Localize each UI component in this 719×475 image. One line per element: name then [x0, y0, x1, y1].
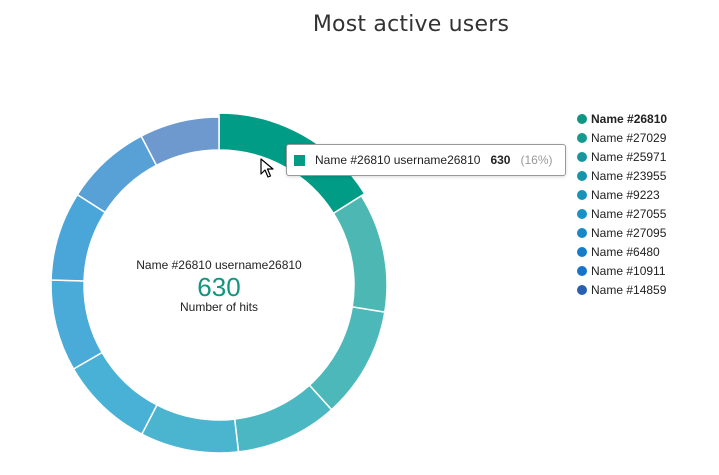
donut-slice-10[interactable] [140, 116, 220, 167]
legend-label: Name #14859 [591, 282, 667, 297]
legend-dot-icon [577, 265, 587, 276]
legend-dot-icon [577, 132, 587, 143]
legend-label: Name #26810 [591, 111, 668, 126]
legend-item[interactable]: Name #25971 [577, 147, 667, 166]
mouse-cursor-icon [260, 158, 274, 178]
center-value: 630 [197, 272, 241, 302]
legend-label: Name #10911 [591, 263, 666, 278]
legend-item[interactable]: Name #6480 [577, 242, 667, 261]
legend-item[interactable]: Name #27055 [577, 204, 667, 223]
legend-dot-icon [577, 151, 587, 162]
legend-dot-icon [577, 170, 587, 181]
legend-dot-icon [577, 284, 587, 295]
legend-dot-icon [577, 113, 587, 124]
legend-label: Name #23955 [591, 168, 667, 183]
legend-dot-icon [577, 246, 587, 257]
tooltip-name: Name #26810 username26810 [315, 153, 481, 167]
legend-label: Name #27055 [591, 206, 667, 221]
tooltip-percent: (16%) [520, 153, 553, 167]
chart-legend: Name #26810 Name #27029 Name #25971 Name #2… [577, 109, 667, 299]
legend-dot-icon [577, 227, 587, 238]
legend-label: Name #9223 [591, 187, 660, 202]
donut-slice-5[interactable] [140, 403, 240, 454]
tooltip-swatch [294, 154, 305, 166]
donut-slice-6[interactable] [72, 351, 158, 436]
legend-dot-icon [577, 189, 587, 200]
legend-dot-icon [577, 208, 587, 219]
legend-item[interactable]: Name #27095 [577, 223, 667, 242]
legend-label: Name #6480 [591, 244, 660, 259]
donut-slice-2[interactable] [332, 194, 388, 314]
legend-item[interactable]: Name #10911 [577, 261, 667, 280]
legend-label: Name #25971 [591, 149, 667, 164]
legend-item[interactable]: Name #14859 [577, 280, 667, 299]
legend-item[interactable]: Name #9223 [577, 185, 667, 204]
donut-slice-3[interactable] [308, 305, 386, 411]
tooltip: Name #26810 username26810 630 (16%) [286, 144, 566, 176]
legend-label: Name #27095 [591, 225, 667, 240]
tooltip-value: 630 [490, 153, 511, 167]
legend-item[interactable]: Name #26810 [577, 109, 667, 128]
legend-item[interactable]: Name #27029 [577, 128, 667, 147]
donut-slice-9[interactable] [76, 135, 158, 214]
legend-label: Name #27029 [591, 130, 667, 145]
center-metric: Number of hits [179, 300, 259, 314]
donut-slice-4[interactable] [233, 384, 333, 453]
legend-item[interactable]: Name #23955 [577, 166, 667, 185]
chart-title: Most active users [312, 12, 510, 37]
center-label: Name #26810 username26810 [136, 258, 302, 272]
donut-slice-7[interactable] [50, 279, 104, 371]
